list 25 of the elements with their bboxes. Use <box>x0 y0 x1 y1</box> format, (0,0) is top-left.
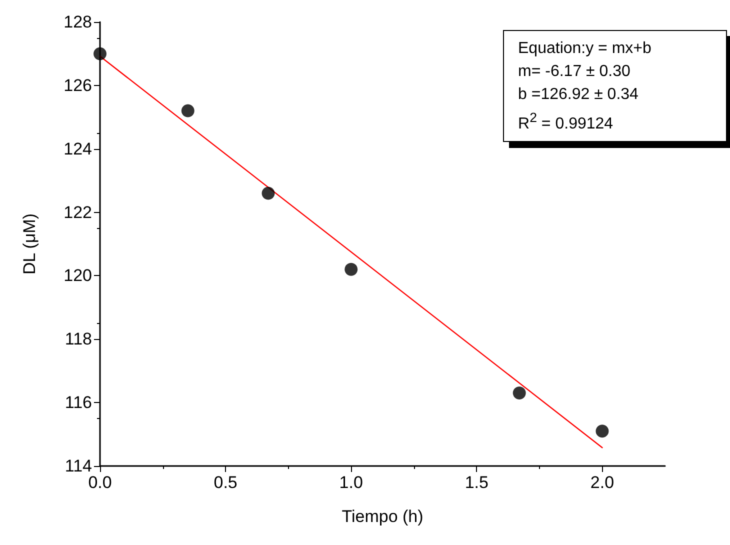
point <box>94 47 106 60</box>
annotation: Equation:y = mx+b <box>518 39 652 59</box>
y-tick-label: 120 <box>64 266 92 286</box>
y-tick-label: 116 <box>64 393 92 412</box>
point <box>344 262 358 276</box>
annotation: b =126.92 ± 0.34 <box>518 85 640 105</box>
point <box>181 104 194 118</box>
y-tick-label: 126 <box>64 76 92 95</box>
y-tick-label: 122 <box>64 202 92 222</box>
x-tick-label: 0.0 <box>88 473 112 492</box>
annotation: R$^{2}$ = 0.99124 <box>518 109 614 134</box>
x-tick-label: 2.0 <box>590 473 614 492</box>
annotation: m= -6.17 ± 0.30 <box>518 62 632 82</box>
y-axis-title: DL (μM) <box>20 213 39 275</box>
x-tick-label: 1.5 <box>464 473 488 492</box>
point <box>512 386 526 400</box>
point <box>262 186 275 200</box>
y-tick-label: 128 <box>64 12 92 32</box>
y-tick-label: 118 <box>64 330 92 349</box>
x-axis-title: Tiempo (h) <box>342 507 424 526</box>
x-tick-label: 1.0 <box>339 473 363 492</box>
y-tick-label: 124 <box>64 139 92 158</box>
point <box>596 424 609 438</box>
x-tick-label: 0.5 <box>214 473 238 492</box>
y-tick-label: 114 <box>64 456 92 476</box>
